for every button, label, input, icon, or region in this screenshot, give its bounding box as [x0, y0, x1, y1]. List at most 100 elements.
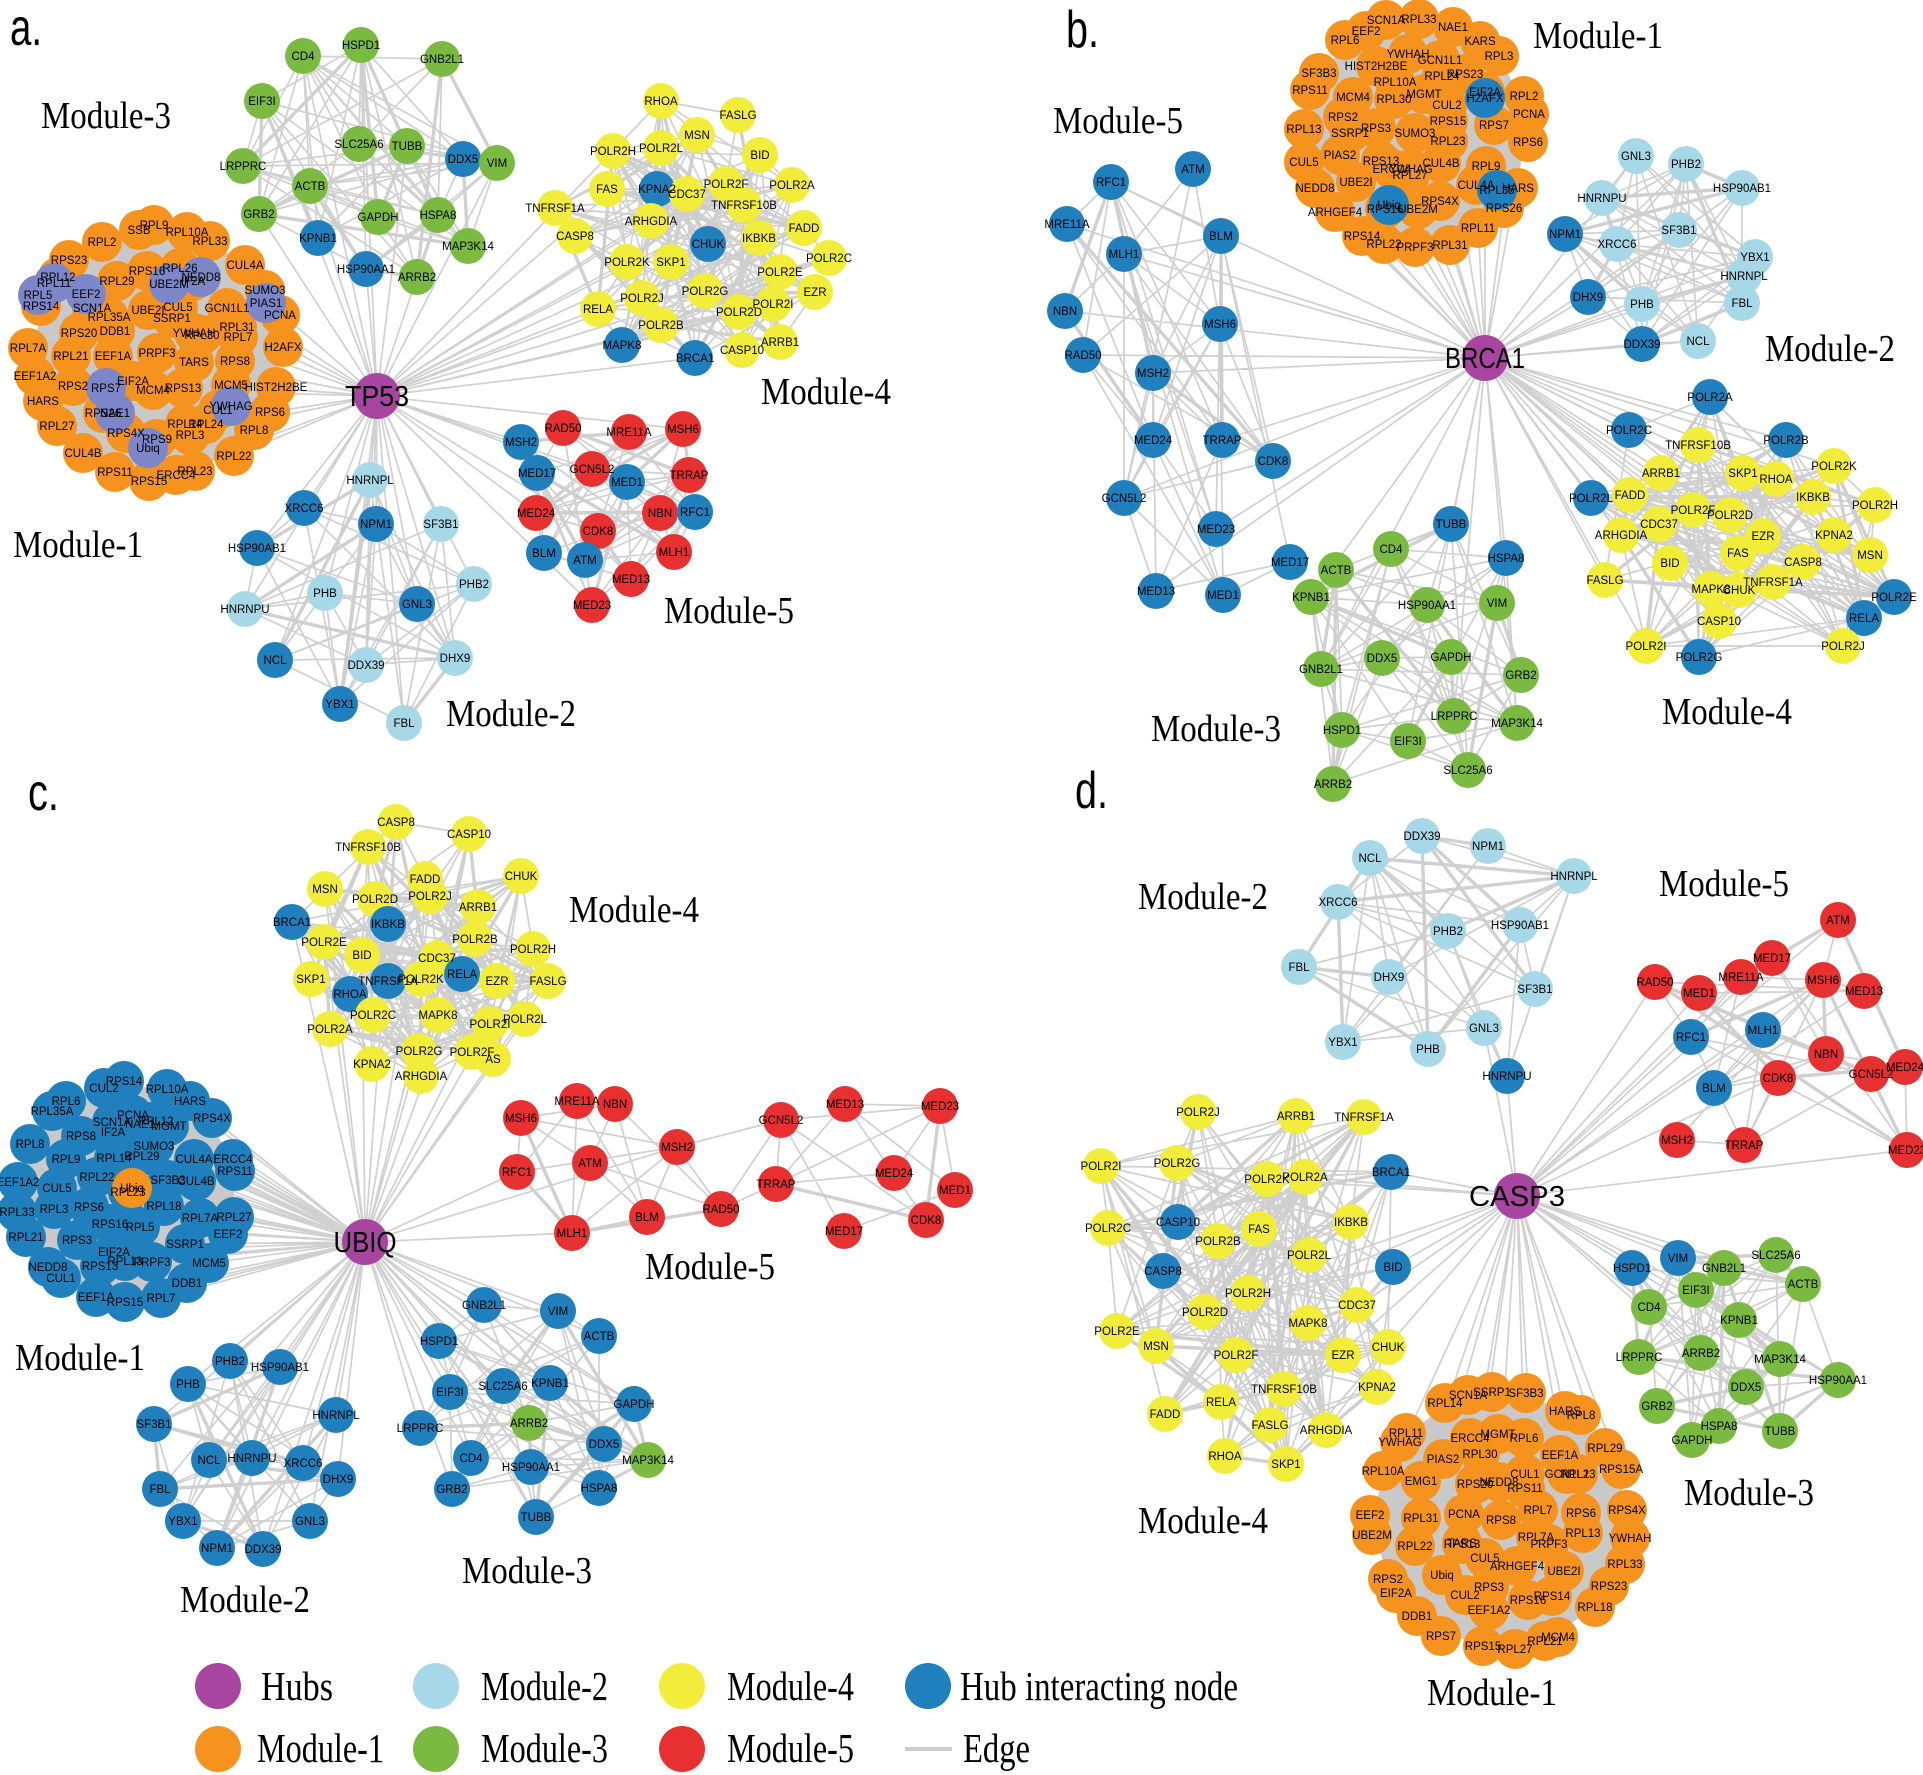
svg-text:KPNB1: KPNB1 — [531, 1378, 569, 1390]
svg-text:Ubiq: Ubiq — [1377, 200, 1401, 212]
svg-text:RPL22: RPL22 — [1366, 239, 1401, 251]
svg-text:IKBKB: IKBKB — [371, 919, 405, 931]
svg-text:CUL4A: CUL4A — [226, 260, 263, 272]
svg-text:MGMT: MGMT — [151, 1121, 186, 1133]
svg-text:EEF1A: EEF1A — [78, 1292, 115, 1304]
svg-text:Module-1: Module-1 — [15, 1337, 145, 1379]
svg-text:CDC37: CDC37 — [1338, 1300, 1376, 1312]
svg-text:EIF3I: EIF3I — [1394, 736, 1421, 748]
svg-text:RPL23: RPL23 — [1560, 1469, 1595, 1481]
svg-text:EMG1: EMG1 — [1405, 1476, 1438, 1488]
svg-text:POLR2A: POLR2A — [769, 180, 815, 192]
svg-text:POLR2K: POLR2K — [398, 974, 444, 986]
svg-text:GNL3: GNL3 — [1621, 151, 1651, 163]
svg-text:POLR2F: POLR2F — [1214, 1350, 1259, 1362]
svg-text:RPS20: RPS20 — [61, 328, 97, 340]
svg-text:HSPD1: HSPD1 — [1613, 1263, 1651, 1275]
svg-text:POLR2H: POLR2H — [1225, 1288, 1271, 1300]
svg-text:SKP1: SKP1 — [656, 257, 685, 269]
svg-text:SLC25A6: SLC25A6 — [1751, 1250, 1800, 1262]
svg-text:XRCC6: XRCC6 — [1319, 897, 1358, 909]
svg-text:RPL13: RPL13 — [1286, 124, 1321, 136]
svg-text:Module-4: Module-4 — [727, 1663, 854, 1709]
svg-text:MAP3K14: MAP3K14 — [1754, 1354, 1806, 1366]
svg-text:FAS: FAS — [1727, 548, 1749, 560]
svg-text:POLR2G: POLR2G — [682, 286, 729, 298]
svg-text:YWHAG: YWHAG — [1389, 164, 1433, 176]
svg-text:RPL3: RPL3 — [40, 1204, 69, 1216]
svg-text:RPS14: RPS14 — [106, 1076, 143, 1088]
svg-text:HSPD1: HSPD1 — [1323, 725, 1361, 737]
svg-text:POLR2F: POLR2F — [450, 1047, 495, 1059]
svg-text:POLR2E: POLR2E — [301, 937, 347, 949]
svg-text:HSPA8: HSPA8 — [1488, 553, 1525, 565]
svg-text:RPS23: RPS23 — [51, 255, 87, 267]
svg-text:RPS11: RPS11 — [1292, 85, 1328, 97]
svg-text:CUL1: CUL1 — [1510, 1469, 1539, 1481]
svg-text:MED1: MED1 — [1683, 988, 1715, 1000]
svg-text:RPL6: RPL6 — [52, 1096, 81, 1108]
svg-text:EZR: EZR — [486, 976, 509, 988]
svg-text:MSH2: MSH2 — [1137, 368, 1169, 380]
svg-text:CDK8: CDK8 — [911, 1215, 942, 1227]
svg-text:RPL3: RPL3 — [176, 430, 205, 442]
svg-text:ARHGDIA: ARHGDIA — [395, 1071, 448, 1083]
svg-text:MED24: MED24 — [875, 1168, 914, 1180]
svg-text:GCN1L1: GCN1L1 — [1418, 55, 1463, 67]
svg-text:Module-3: Module-3 — [1151, 708, 1281, 750]
svg-text:SKP1: SKP1 — [1728, 468, 1757, 480]
svg-text:MCM4: MCM4 — [1541, 1632, 1575, 1644]
svg-text:NBN: NBN — [1053, 306, 1077, 318]
svg-text:MLH1: MLH1 — [1748, 1025, 1779, 1037]
svg-text:RPL21: RPL21 — [1527, 1636, 1562, 1648]
svg-text:TNFRSF10B: TNFRSF10B — [711, 200, 777, 212]
svg-text:Module-5: Module-5 — [1053, 100, 1183, 142]
svg-text:RPL6: RPL6 — [1331, 35, 1360, 47]
svg-text:RFC1: RFC1 — [680, 507, 710, 519]
svg-text:POLR2D: POLR2D — [352, 894, 398, 906]
svg-text:SCN1A: SCN1A — [73, 303, 112, 315]
svg-text:BLM: BLM — [1209, 231, 1233, 243]
svg-text:RPL30: RPL30 — [1462, 1449, 1497, 1461]
svg-text:RPL7A: RPL7A — [10, 343, 47, 355]
svg-text:CASP10: CASP10 — [720, 345, 764, 357]
svg-text:RPL29: RPL29 — [99, 276, 134, 288]
svg-text:CHUK: CHUK — [1723, 585, 1756, 597]
svg-text:FADD: FADD — [410, 874, 441, 886]
svg-text:DHX9: DHX9 — [323, 1474, 354, 1486]
svg-text:RPL22: RPL22 — [79, 1172, 114, 1184]
svg-text:PHB: PHB — [1416, 1044, 1440, 1056]
svg-text:Module-4: Module-4 — [569, 889, 699, 931]
svg-text:TNFRSF1A: TNFRSF1A — [525, 203, 585, 215]
svg-text:POLR2H: POLR2H — [590, 146, 636, 158]
svg-text:GNL3: GNL3 — [402, 599, 432, 611]
svg-text:Module-2: Module-2 — [446, 693, 576, 735]
svg-text:HARS: HARS — [1549, 1406, 1581, 1418]
svg-text:RPL31: RPL31 — [219, 322, 254, 334]
svg-text:RPL35: RPL35 — [1479, 185, 1514, 197]
svg-text:NBN: NBN — [1814, 1049, 1838, 1061]
svg-text:ERCC4: ERCC4 — [214, 1154, 254, 1166]
svg-text:EEF2: EEF2 — [1356, 1510, 1385, 1522]
svg-text:PHB2: PHB2 — [215, 1356, 245, 1368]
svg-text:MED24: MED24 — [1134, 435, 1173, 447]
svg-text:Module-2: Module-2 — [481, 1663, 608, 1709]
svg-text:HARS: HARS — [1502, 183, 1534, 195]
svg-text:ATM: ATM — [578, 1158, 601, 1170]
svg-text:MRE11A: MRE11A — [1718, 972, 1763, 984]
svg-text:MED13: MED13 — [1845, 986, 1883, 998]
svg-text:Module-4: Module-4 — [761, 371, 891, 413]
svg-text:Module-3: Module-3 — [1684, 1472, 1814, 1514]
svg-text:BRCA1: BRCA1 — [273, 917, 311, 929]
svg-text:ARRB2: ARRB2 — [398, 272, 436, 284]
svg-text:FADD: FADD — [1150, 1409, 1181, 1421]
svg-text:IF2A: IF2A — [181, 276, 206, 288]
svg-text:RPS15: RPS15 — [107, 1297, 143, 1309]
svg-text:PCNA: PCNA — [1448, 1509, 1480, 1521]
svg-text:TNFRSF10B: TNFRSF10B — [1665, 440, 1731, 452]
svg-text:RPS11: RPS11 — [217, 1166, 253, 1178]
svg-text:TRRAP: TRRAP — [670, 470, 709, 482]
svg-text:MLH1: MLH1 — [557, 1228, 588, 1240]
svg-text:YBX1: YBX1 — [1740, 252, 1769, 264]
svg-text:Module-3: Module-3 — [462, 1550, 592, 1592]
